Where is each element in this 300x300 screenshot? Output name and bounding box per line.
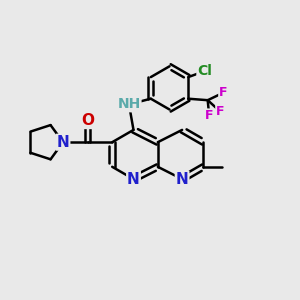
Text: NH: NH <box>117 98 141 111</box>
Text: F: F <box>205 109 214 122</box>
Text: N: N <box>176 172 188 187</box>
Text: N: N <box>127 172 140 187</box>
Text: F: F <box>219 86 228 99</box>
Text: Cl: Cl <box>197 64 212 78</box>
Text: N: N <box>57 135 69 150</box>
Text: F: F <box>216 105 225 118</box>
Text: O: O <box>81 113 94 128</box>
